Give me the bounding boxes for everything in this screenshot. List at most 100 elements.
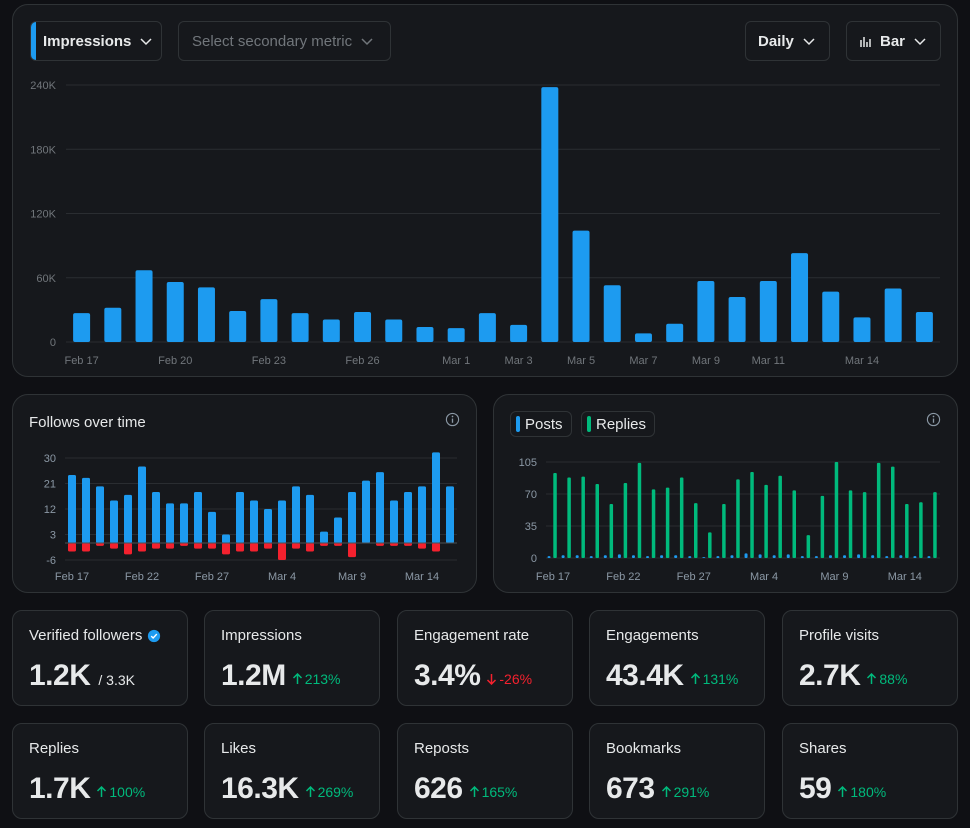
stat-label-text: Engagements: [606, 627, 699, 644]
follow-bar: [264, 509, 272, 543]
replies-bar: [595, 483, 599, 558]
y-tick-label: 240K: [30, 80, 56, 92]
unfollow-bar: [418, 543, 426, 549]
x-tick-label: Mar 9: [820, 571, 848, 583]
posts-swatch: [516, 416, 520, 432]
primary-metric-label: Impressions: [43, 32, 132, 50]
posts-bar: [843, 555, 847, 558]
posts-bar: [871, 555, 875, 558]
arrow-up-icon: [690, 673, 700, 684]
stat-card[interactable]: Reposts 626 165%: [397, 723, 573, 819]
stat-value: 626: [414, 772, 463, 805]
follow-bar: [334, 517, 342, 543]
stat-label: Engagements: [606, 627, 699, 644]
unfollow-bar: [278, 543, 286, 560]
unfollow-bar: [334, 543, 342, 546]
stat-card[interactable]: Bookmarks 673 291%: [589, 723, 765, 819]
x-tick-label: Feb 20: [158, 355, 192, 367]
stat-card[interactable]: Verified followers 1.2K / 3.3K: [12, 610, 188, 706]
chart-type-dropdown[interactable]: Bar: [846, 21, 941, 61]
bar: [260, 299, 278, 342]
follow-bar: [390, 500, 398, 543]
posts-bar: [885, 556, 889, 558]
unfollow-bar: [138, 543, 146, 552]
secondary-metric-dropdown[interactable]: Select secondary metric: [178, 21, 391, 61]
chevron-down-icon: [914, 38, 926, 46]
follow-bar: [180, 503, 188, 543]
bar: [166, 282, 184, 342]
chevron-down-icon: [361, 38, 373, 46]
stat-value-row: 3.4% -26%: [414, 659, 532, 693]
follow-bar: [236, 492, 244, 543]
stat-label: Shares: [799, 740, 847, 757]
x-tick-label: Mar 3: [505, 355, 533, 367]
x-tick-label: Feb 27: [677, 571, 711, 583]
stat-card[interactable]: Engagements 43.4K 131%: [589, 610, 765, 706]
chevron-down-icon: [803, 38, 815, 46]
stat-change: 291%: [661, 784, 709, 800]
replies-bar: [694, 503, 698, 558]
replies-bar: [820, 495, 825, 558]
stat-label-text: Verified followers: [29, 627, 143, 644]
replies-bar: [778, 475, 782, 558]
unfollow-bar: [166, 543, 174, 549]
bar: [416, 327, 434, 342]
info-icon[interactable]: [926, 412, 941, 427]
stat-value: 2.7K: [799, 659, 861, 692]
replies-bar: [609, 504, 614, 558]
replies-bar: [708, 532, 712, 558]
stat-label-text: Impressions: [221, 627, 302, 644]
follow-bar: [82, 477, 90, 543]
follow-bar: [432, 452, 440, 543]
stat-change: 131%: [690, 671, 738, 687]
follow-bar: [152, 492, 160, 543]
info-icon[interactable]: [445, 412, 460, 427]
follow-bar: [418, 486, 426, 543]
stat-card[interactable]: Engagement rate 3.4% -26%: [397, 610, 573, 706]
stat-label-text: Bookmarks: [606, 740, 682, 757]
x-tick-label: Feb 17: [536, 571, 570, 583]
x-tick-label: Feb 23: [252, 355, 286, 367]
stat-card[interactable]: Replies 1.7K 100%: [12, 723, 188, 819]
unfollow-bar: [110, 543, 118, 549]
period-dropdown[interactable]: Daily: [745, 21, 830, 61]
x-tick-label: Mar 11: [752, 355, 785, 367]
stat-card[interactable]: Likes 16.3K 269%: [204, 723, 380, 819]
unfollow-bar: [180, 543, 188, 546]
follow-bar: [194, 492, 202, 543]
stat-card[interactable]: Profile visits 2.7K 88%: [782, 610, 958, 706]
stat-card[interactable]: Impressions 1.2M 213%: [204, 610, 380, 706]
replies-swatch: [587, 416, 591, 432]
stat-value: 3.4%: [414, 659, 481, 692]
posts-bar: [814, 556, 818, 558]
stat-card[interactable]: Shares 59 180%: [782, 723, 958, 819]
stat-label: Reposts: [414, 740, 469, 757]
follow-bar: [404, 492, 412, 543]
legend-replies[interactable]: Replies: [581, 411, 656, 437]
y-tick-label: 60K: [36, 273, 56, 285]
legend-posts[interactable]: Posts: [510, 411, 572, 437]
stat-value: 16.3K: [221, 772, 299, 805]
posts-bar: [913, 556, 917, 558]
replies-bar: [651, 489, 656, 558]
primary-metric-dropdown[interactable]: Impressions: [30, 21, 162, 61]
replies-bar: [722, 504, 726, 558]
posts-bar: [927, 556, 931, 558]
posts-bar: [857, 554, 861, 558]
y-tick-label: 105: [519, 457, 537, 469]
follow-bar: [68, 475, 76, 543]
arrow-up-icon: [661, 786, 671, 797]
stat-change: 88%: [866, 671, 907, 687]
x-tick-label: Mar 5: [567, 355, 595, 367]
replies-bar: [764, 484, 768, 558]
replies-bar: [623, 483, 628, 558]
stat-label-text: Replies: [29, 740, 80, 757]
posts-bar: [631, 555, 635, 558]
posts-bar: [674, 555, 678, 558]
y-tick-label: 35: [525, 521, 537, 533]
unfollow-bar: [68, 543, 76, 552]
bar: [822, 291, 840, 342]
x-tick-label: Mar 14: [405, 571, 439, 583]
follows-panel: Follows over time -6 3 12 21 30 Feb 17 Feb 22 F…: [12, 394, 477, 593]
bar: [322, 319, 340, 342]
